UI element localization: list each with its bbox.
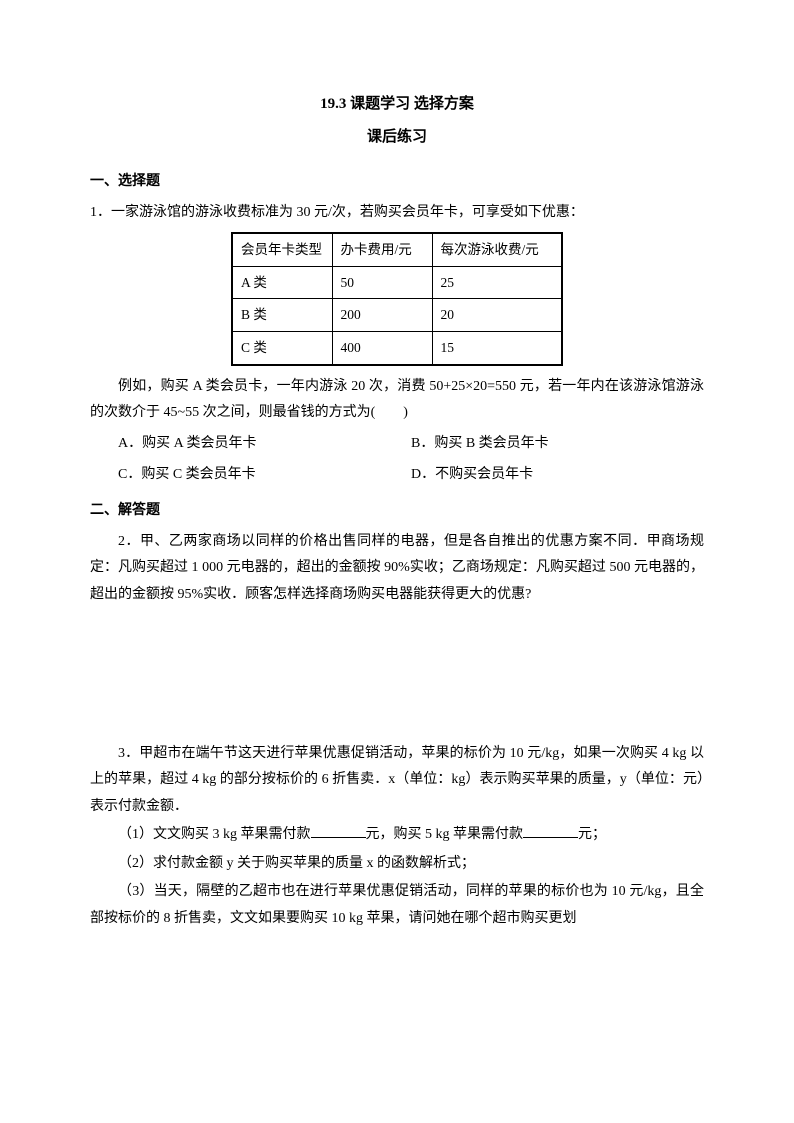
table-cell: 25 bbox=[432, 266, 562, 299]
q1-body: 例如，购买 A 类会员卡，一年内游泳 20 次，消费 50+25×20=550 … bbox=[90, 374, 704, 427]
q3-p2-text-c: 元； bbox=[578, 827, 606, 842]
option-c: C．购买 C 类会员年卡 bbox=[118, 462, 411, 489]
section-1-header: 一、选择题 bbox=[90, 169, 704, 196]
q1-options: A．购买 A 类会员年卡 B．购买 B 类会员年卡 C．购买 C 类会员年卡 D… bbox=[118, 431, 704, 492]
page-title: 19.3 课题学习 选择方案 bbox=[90, 90, 704, 119]
table-cell: 200 bbox=[332, 299, 432, 332]
table-row: A 类 50 25 bbox=[232, 266, 562, 299]
table-row: B 类 200 20 bbox=[232, 299, 562, 332]
fill-blank bbox=[523, 824, 578, 838]
q3-p4: （3）当天，隔壁的乙超市也在进行苹果优惠促销活动，同样的苹果的标价也为 10 元… bbox=[90, 879, 704, 932]
q1-intro: 1．一家游泳馆的游泳收费标准为 30 元/次，若购买会员年卡，可享受如下优惠： bbox=[90, 200, 704, 227]
table-cell: A 类 bbox=[232, 266, 332, 299]
table-header-cell: 办卡费用/元 bbox=[332, 233, 432, 266]
q3-p3: （2）求付款金额 y 关于购买苹果的质量 x 的函数解析式； bbox=[90, 851, 704, 878]
table-row: 会员年卡类型 办卡费用/元 每次游泳收费/元 bbox=[232, 233, 562, 266]
option-b: B．购买 B 类会员年卡 bbox=[411, 431, 704, 458]
table-cell: C 类 bbox=[232, 332, 332, 365]
q1-table: 会员年卡类型 办卡费用/元 每次游泳收费/元 A 类 50 25 B 类 200… bbox=[231, 232, 563, 366]
option-d: D．不购买会员年卡 bbox=[411, 462, 704, 489]
table-row: C 类 400 15 bbox=[232, 332, 562, 365]
table-cell: B 类 bbox=[232, 299, 332, 332]
q1-table-wrap: 会员年卡类型 办卡费用/元 每次游泳收费/元 A 类 50 25 B 类 200… bbox=[90, 232, 704, 366]
option-a: A．购买 A 类会员年卡 bbox=[118, 431, 411, 458]
q2-body: 2．甲、乙两家商场以同样的价格出售同样的电器，但是各自推出的优惠方案不同．甲商场… bbox=[90, 529, 704, 609]
fill-blank bbox=[311, 824, 366, 838]
q3-p2-text-a: （1）文文购买 3 kg 苹果需付款 bbox=[118, 827, 311, 842]
answer-space bbox=[90, 611, 704, 741]
section-2-header: 二、解答题 bbox=[90, 498, 704, 525]
table-header-cell: 每次游泳收费/元 bbox=[432, 233, 562, 266]
q3-p2: （1）文文购买 3 kg 苹果需付款 元，购买 5 kg 苹果需付款 元； bbox=[90, 822, 704, 849]
table-cell: 400 bbox=[332, 332, 432, 365]
table-cell: 15 bbox=[432, 332, 562, 365]
table-cell: 50 bbox=[332, 266, 432, 299]
table-cell: 20 bbox=[432, 299, 562, 332]
page-subtitle: 课后练习 bbox=[90, 123, 704, 152]
q3-p2-text-b: 元，购买 5 kg 苹果需付款 bbox=[366, 827, 524, 842]
q3-p1: 3．甲超市在端午节这天进行苹果优惠促销活动，苹果的标价为 10 元/kg，如果一… bbox=[90, 741, 704, 821]
table-header-cell: 会员年卡类型 bbox=[232, 233, 332, 266]
